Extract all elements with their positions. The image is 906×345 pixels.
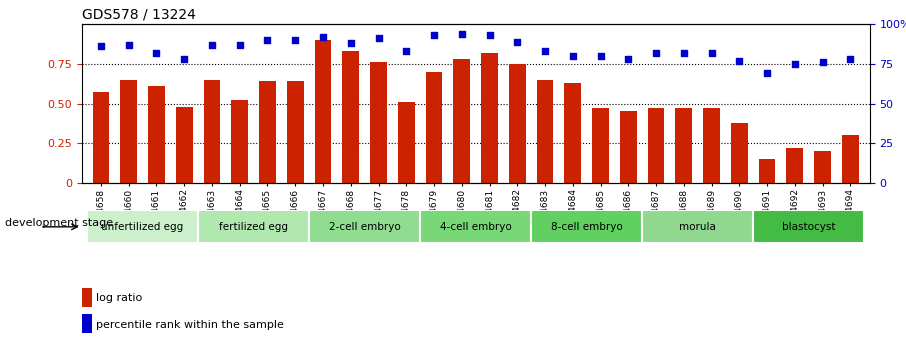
Point xyxy=(343,40,358,46)
Bar xyxy=(509,64,525,183)
Bar xyxy=(703,108,720,183)
Bar xyxy=(648,108,664,183)
Bar xyxy=(642,210,753,243)
Point xyxy=(649,50,663,56)
Text: log ratio: log ratio xyxy=(96,293,142,303)
Bar xyxy=(753,210,864,243)
Text: 2-cell embryo: 2-cell embryo xyxy=(329,222,400,232)
Bar xyxy=(786,148,803,183)
Bar xyxy=(481,53,498,183)
Text: 8-cell embryo: 8-cell embryo xyxy=(551,222,622,232)
Bar xyxy=(536,80,554,183)
Point xyxy=(621,56,635,62)
Point xyxy=(399,48,413,54)
Point xyxy=(205,42,219,48)
Bar xyxy=(204,80,220,183)
Bar xyxy=(593,108,609,183)
Bar xyxy=(426,72,442,183)
Bar xyxy=(198,210,309,243)
Point xyxy=(177,56,191,62)
Point xyxy=(233,42,247,48)
Point xyxy=(93,43,108,49)
Bar xyxy=(453,59,470,183)
Bar xyxy=(758,159,776,183)
Bar xyxy=(314,40,332,183)
Bar xyxy=(231,100,248,183)
Point xyxy=(121,42,136,48)
Point xyxy=(538,48,553,54)
Point xyxy=(260,37,275,43)
Point xyxy=(482,32,496,38)
Bar xyxy=(120,80,137,183)
Text: blastocyst: blastocyst xyxy=(782,222,835,232)
Bar xyxy=(371,62,387,183)
Text: development stage: development stage xyxy=(5,218,112,227)
Bar xyxy=(92,92,110,183)
Text: GDS578 / 13224: GDS578 / 13224 xyxy=(82,8,196,22)
Point xyxy=(455,31,469,37)
Bar xyxy=(176,107,193,183)
Bar xyxy=(342,51,359,183)
Bar xyxy=(398,102,415,183)
Point xyxy=(677,50,691,56)
Bar xyxy=(620,111,637,183)
Text: morula: morula xyxy=(680,222,716,232)
Point xyxy=(704,50,718,56)
Text: 4-cell embryo: 4-cell embryo xyxy=(439,222,512,232)
Text: unfertilized egg: unfertilized egg xyxy=(101,222,184,232)
Point xyxy=(843,56,858,62)
Point xyxy=(787,61,802,67)
Bar xyxy=(731,122,747,183)
Point xyxy=(732,58,747,63)
Point xyxy=(371,36,386,41)
Bar xyxy=(287,81,304,183)
Bar xyxy=(842,135,859,183)
Point xyxy=(149,50,164,56)
Bar xyxy=(531,210,642,243)
Bar xyxy=(87,210,198,243)
Bar xyxy=(309,210,420,243)
Point xyxy=(565,53,580,59)
Point xyxy=(760,71,775,76)
Bar xyxy=(814,151,831,183)
Text: fertilized egg: fertilized egg xyxy=(219,222,288,232)
Text: percentile rank within the sample: percentile rank within the sample xyxy=(96,320,284,330)
Point xyxy=(593,53,608,59)
Point xyxy=(316,34,331,40)
Bar xyxy=(564,83,581,183)
Point xyxy=(510,39,525,45)
Bar xyxy=(149,86,165,183)
Bar xyxy=(676,108,692,183)
Point xyxy=(288,37,303,43)
Bar xyxy=(420,210,531,243)
Point xyxy=(427,32,441,38)
Bar xyxy=(259,81,275,183)
Point xyxy=(815,59,830,65)
